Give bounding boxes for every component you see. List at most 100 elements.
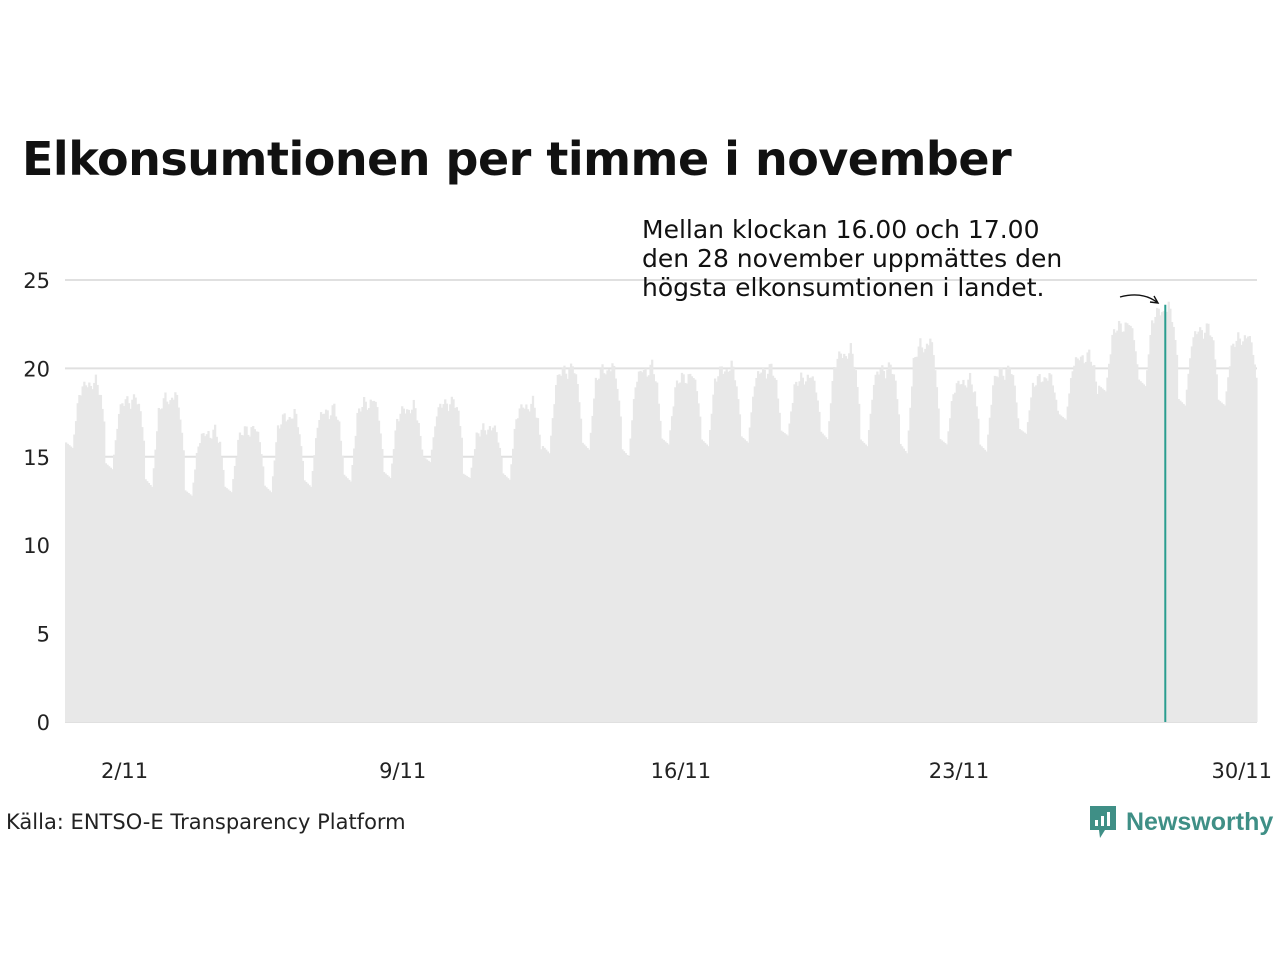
bar-day-28-hour-11 [1156,307,1159,722]
bar-day-3-hour-3 [149,484,152,722]
bar-day-5-hour-7 [235,457,238,722]
bar-day-29-hour-16 [1204,332,1207,722]
bar-day-1-hour-5 [73,434,76,722]
bar-day-1-hour-23 [103,421,106,722]
bar-day-1-hour-16 [91,389,94,722]
bar-day-14-hour-8 [594,377,598,722]
annotation-arrowhead [1149,295,1160,304]
bar-day-3-hour-5 [152,468,155,722]
bar-day-26-hour-0 [1058,414,1061,722]
bar-day-30-hour-18 [1247,336,1250,722]
bar-day-20-hour-17 [848,353,851,722]
bar-day-30-hour-8 [1230,345,1233,722]
bar-day-4-hour-14 [207,431,210,722]
bar-day-7-hour-7 [314,438,318,722]
bar-day-6-hour-2 [266,488,270,722]
bar-day-7-hour-14 [326,410,329,722]
bar-day-19-hour-1 [781,431,785,722]
bar-day-29-hour-19 [1208,335,1212,722]
bar-day-14-hour-4 [588,449,591,722]
bar-day-4-hour-23 [222,469,225,722]
brand-logo[interactable]: Newsworthy [1088,804,1273,840]
bar-day-21-hour-22 [896,399,899,722]
bar-day-18-hour-7 [752,396,755,722]
bar-day-17-hour-4 [707,446,710,722]
bar-day-15-hour-1 [622,451,626,722]
bar-day-16-hour-6 [670,416,674,722]
bar-day-2-hour-23 [142,440,146,722]
bar-day-17-hour-21 [735,386,738,722]
bar-day-8-hour-0 [343,474,346,722]
bar-day-15-hour-10 [637,371,641,722]
bar-day-29-hour-7 [1189,358,1192,722]
bar-day-16-hour-18 [690,376,694,722]
bar-day-29-hour-11 [1195,334,1198,722]
bar-day-2-hour-5 [113,454,116,722]
bar-day-6-hour-6 [273,460,276,722]
bar-day-20-hour-3 [824,437,828,722]
bar-day-26-hour-7 [1069,378,1073,722]
source-note: Källa: ENTSO-E Transparency Platform [6,810,406,834]
bar-day-2-hour-6 [114,440,117,722]
bar-day-21-hour-9 [874,374,877,722]
bar-day-24-hour-22 [1015,402,1018,722]
bar-day-26-hour-22 [1094,381,1098,722]
y-tick-label: 0 [37,711,50,735]
bar-day-28-hour-17 [1165,311,1169,722]
bar-day-17-hour-1 [702,441,705,722]
bar-day-4-hour-9 [199,443,202,722]
bar-day-10-hour-3 [427,460,430,722]
bar-day-26-hour-4 [1064,419,1068,722]
bar-day-28-hour-22 [1174,339,1177,722]
bar-day-3-hour-18 [174,392,177,722]
bar-day-28-hour-21 [1172,326,1175,722]
bar-day-6-hour-1 [265,487,268,722]
bar-day-18-hour-0 [740,436,743,722]
bar-day-30-hour-12 [1237,332,1240,722]
bar-day-7-hour-9 [318,420,321,722]
bar-day-10-hour-2 [425,459,429,722]
bar-day-3-hour-11 [162,398,165,722]
bar-day-14-hour-21 [616,388,619,722]
bar-day-20-hour-7 [831,381,834,722]
bar-day-14-hour-6 [591,415,594,722]
bar-day-23-hour-13 [960,384,963,722]
peak-bar [1164,304,1167,722]
bar-day-7-hour-11 [321,414,324,722]
bar-day-3-hour-23 [182,450,185,722]
bar-day-4-hour-19 [215,436,218,722]
bar-day-5-hour-17 [252,426,255,722]
bar-day-14-hour-0 [581,442,584,722]
bar-day-9-hour-9 [397,421,401,722]
bar-day-28-hour-5 [1146,370,1149,722]
bar-day-8-hour-2 [346,478,349,722]
bar-day-10-hour-21 [457,410,460,722]
bar-day-17-hour-20 [733,380,737,722]
brand-name: Newsworthy [1126,807,1274,836]
bar-day-29-hour-12 [1197,331,1200,722]
bar-day-5-hour-12 [243,426,247,722]
bar-day-9-hour-1 [384,473,387,722]
bar-day-4-hour-10 [200,433,204,722]
bar-day-19-hour-22 [816,400,819,722]
bar-day-9-hour-4 [389,478,392,722]
bar-day-8-hour-7 [354,435,357,722]
bar-day-24-hour-6 [988,417,992,722]
bar-day-15-hour-8 [634,387,637,722]
bar-day-25-hour-14 [1041,381,1045,722]
x-tick-label: 16/11 [651,759,712,783]
bar-day-17-hour-16 [727,371,730,722]
bar-day-20-hour-19 [851,353,854,722]
bar-day-6-hour-21 [298,434,301,722]
bar-day-11-hour-5 [470,467,473,722]
bar-day-6-hour-12 [283,413,286,722]
bar-day-8-hour-20 [376,407,379,722]
bar-day-23-hour-3 [944,443,947,722]
bar-day-21-hour-0 [859,439,862,722]
bar-day-3-hour-12 [164,392,167,722]
bar-day-22-hour-3 [904,450,907,722]
bar-day-28-hour-9 [1152,323,1155,722]
bar-day-3-hour-4 [151,486,154,722]
bar-day-22-hour-17 [927,345,930,722]
bar-day-2-hour-10 [121,403,124,722]
